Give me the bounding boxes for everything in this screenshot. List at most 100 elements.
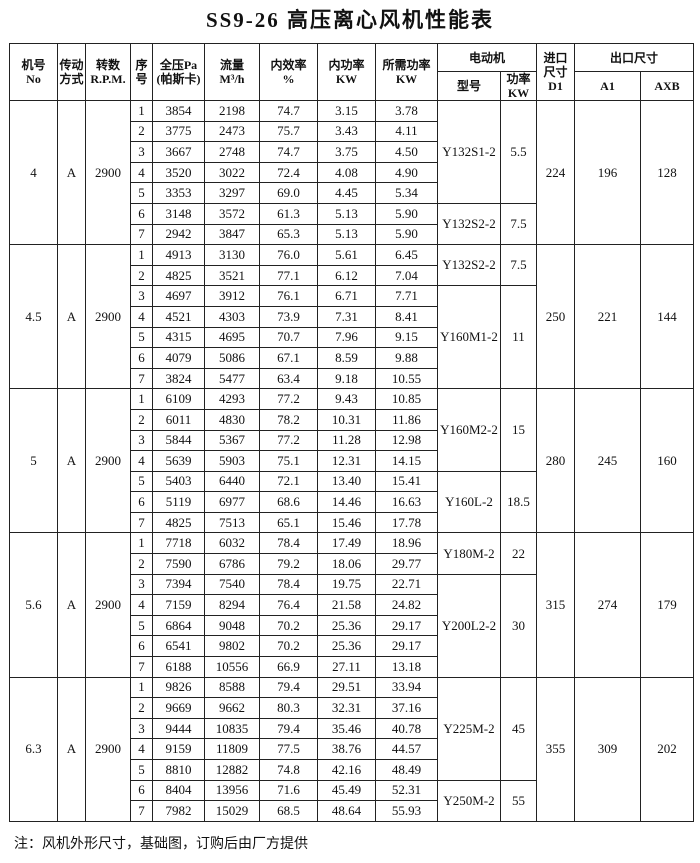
power-in: 3.43 <box>317 120 376 143</box>
power-req: 29.17 <box>375 614 438 637</box>
flow: 6786 <box>204 553 260 575</box>
fan-no: 5 <box>9 388 58 534</box>
flow: 5477 <box>204 367 260 390</box>
flow: 6032 <box>204 532 260 555</box>
pressure: 6864 <box>152 614 205 637</box>
pressure: 4079 <box>152 347 205 369</box>
pressure: 6541 <box>152 635 205 658</box>
outlet-a1: 245 <box>574 388 642 534</box>
fan-no: 5.6 <box>9 532 58 678</box>
motor-model: Y160M1-2 <box>437 285 501 390</box>
table-row: 3 5844 5367 77.2 11.28 12.98 <box>10 429 694 452</box>
header-text: D1 <box>548 79 563 93</box>
motor-model: Y132S1-2 <box>437 100 501 204</box>
power-req: 13.18 <box>375 656 438 678</box>
pressure: 5639 <box>152 450 205 472</box>
header-text: KW <box>507 86 530 100</box>
table-row: 4.5 A 2900 1 4913 3130 76.0 5.61 6.45 Y132S2-2 7.5… <box>9 244 695 390</box>
header-text: KW <box>395 72 418 86</box>
motor-model: Y180M-2 <box>437 532 501 575</box>
header-text: 转数 <box>95 58 120 72</box>
power-req: 18.96 <box>375 532 438 555</box>
motor-power: 7.5 <box>499 202 538 246</box>
seq: 2 <box>130 408 153 431</box>
motor-model: Y160L-2 <box>437 470 501 534</box>
table-row: 6 5119 6977 68.6 14.46 16.63 <box>10 491 694 513</box>
flow: 9802 <box>204 635 260 658</box>
flow: 8294 <box>204 594 260 616</box>
fan-no: 4.5 <box>9 244 58 390</box>
header-text: 内效率 <box>270 58 307 72</box>
power-in: 25.36 <box>317 614 376 637</box>
flow: 4830 <box>204 408 260 431</box>
drive: A <box>57 99 86 246</box>
outlet-axb: 160 <box>640 388 695 534</box>
flow: 4695 <box>204 326 260 349</box>
header-text: 流量 <box>219 58 244 72</box>
power-req: 40.78 <box>375 717 438 740</box>
rpm: 2900 <box>85 676 131 822</box>
power-in: 5.13 <box>317 202 376 225</box>
pressure: 5119 <box>152 491 205 513</box>
power-in: 3.75 <box>317 141 376 163</box>
power-in: 13.40 <box>317 470 376 493</box>
flow: 12882 <box>204 759 260 781</box>
footnote: 注：风机外形尺寸，基础图，订购后由厂方提供 <box>14 837 308 852</box>
power-req: 17.78 <box>375 511 438 534</box>
col-axb: AXB <box>640 71 695 101</box>
flow: 8588 <box>204 676 260 699</box>
flow: 7540 <box>204 573 260 596</box>
power-in: 29.51 <box>317 676 376 699</box>
seq: 6 <box>130 491 153 513</box>
flow: 5367 <box>204 429 260 452</box>
power-req: 33.94 <box>375 676 438 699</box>
rpm: 2900 <box>85 244 131 390</box>
power-req: 9.15 <box>375 326 438 349</box>
seq: 5 <box>130 326 153 349</box>
col-a1: A1 <box>574 71 642 101</box>
power-in: 45.49 <box>317 779 376 802</box>
table-row: 2 9669 9662 80.3 32.31 37.16 <box>10 697 694 719</box>
seq: 1 <box>130 244 153 266</box>
motor-power: 22 <box>499 532 538 575</box>
inlet-d1: 224 <box>536 99 576 246</box>
rpm: 2900 <box>85 388 131 534</box>
power-in: 7.31 <box>317 305 376 328</box>
flow: 3297 <box>204 182 260 204</box>
pressure: 3854 <box>152 100 205 122</box>
efficiency: 63.4 <box>259 367 318 390</box>
title: SS9-26 高压离心风机性能表 <box>205 8 495 32</box>
power-req: 22.71 <box>375 573 438 596</box>
seq: 4 <box>130 305 153 328</box>
power-req: 29.77 <box>375 553 438 575</box>
pressure: 4913 <box>152 244 205 266</box>
col-power-req: 所需功率 KW <box>375 43 438 101</box>
table-row: 3 9444 10835 79.4 35.46 40.78 <box>10 717 694 740</box>
table-row: 5.6 A 2900 1 7718 6032 78.4 17.49 18.96 Y180M-2 22… <box>9 532 695 678</box>
power-req: 14.15 <box>375 450 438 472</box>
efficiency: 68.5 <box>259 800 318 822</box>
col-seq: 序号 <box>130 43 153 101</box>
seq: 3 <box>130 717 153 740</box>
table-row: 7 4825 7513 65.1 15.46 17.78 <box>10 511 694 534</box>
flow: 7513 <box>204 511 260 534</box>
flow: 15029 <box>204 800 260 822</box>
table-row: 6 6541 9802 70.2 25.36 29.17 <box>10 635 694 658</box>
power-in: 6.71 <box>317 285 376 307</box>
flow: 3847 <box>204 223 260 246</box>
table-row: 3 4697 3912 76.1 6.71 7.71 Y160M1-2 11 <box>10 285 694 390</box>
power-req: 9.88 <box>375 347 438 369</box>
col-pressure: 全压Pa (帕斯卡) <box>152 43 205 101</box>
pressure: 3667 <box>152 141 205 163</box>
motor-model: Y200L2-2 <box>437 573 501 678</box>
motor-model: Y160M2-2 <box>437 388 501 472</box>
power-in: 14.46 <box>317 491 376 513</box>
seq: 5 <box>130 614 153 637</box>
power-in: 25.36 <box>317 635 376 658</box>
drive: A <box>57 244 86 390</box>
seq: 2 <box>130 697 153 719</box>
inlet-d1: 250 <box>536 244 576 390</box>
power-in: 38.76 <box>317 738 376 760</box>
flow: 2748 <box>204 141 260 163</box>
